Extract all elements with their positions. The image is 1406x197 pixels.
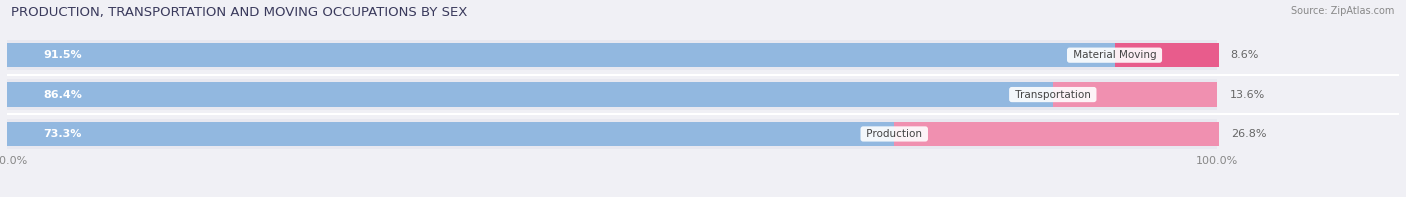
Bar <box>1115 43 1219 67</box>
Bar <box>7 82 1053 107</box>
Text: 8.6%: 8.6% <box>1230 50 1260 60</box>
Text: Source: ZipAtlas.com: Source: ZipAtlas.com <box>1291 6 1395 16</box>
Text: Material Moving: Material Moving <box>1070 50 1160 60</box>
Bar <box>7 40 1218 70</box>
Text: 86.4%: 86.4% <box>44 90 82 99</box>
Bar <box>1053 82 1218 107</box>
Text: 73.3%: 73.3% <box>44 129 82 139</box>
Bar <box>894 122 1219 146</box>
Text: Transportation: Transportation <box>1012 90 1094 99</box>
Text: PRODUCTION, TRANSPORTATION AND MOVING OCCUPATIONS BY SEX: PRODUCTION, TRANSPORTATION AND MOVING OC… <box>11 6 468 19</box>
Text: 26.8%: 26.8% <box>1230 129 1267 139</box>
Text: 13.6%: 13.6% <box>1229 90 1265 99</box>
Text: 91.5%: 91.5% <box>44 50 82 60</box>
Text: Production: Production <box>863 129 925 139</box>
Bar <box>7 79 1218 110</box>
Bar <box>7 43 1115 67</box>
Bar <box>7 119 1218 149</box>
Bar <box>7 122 894 146</box>
